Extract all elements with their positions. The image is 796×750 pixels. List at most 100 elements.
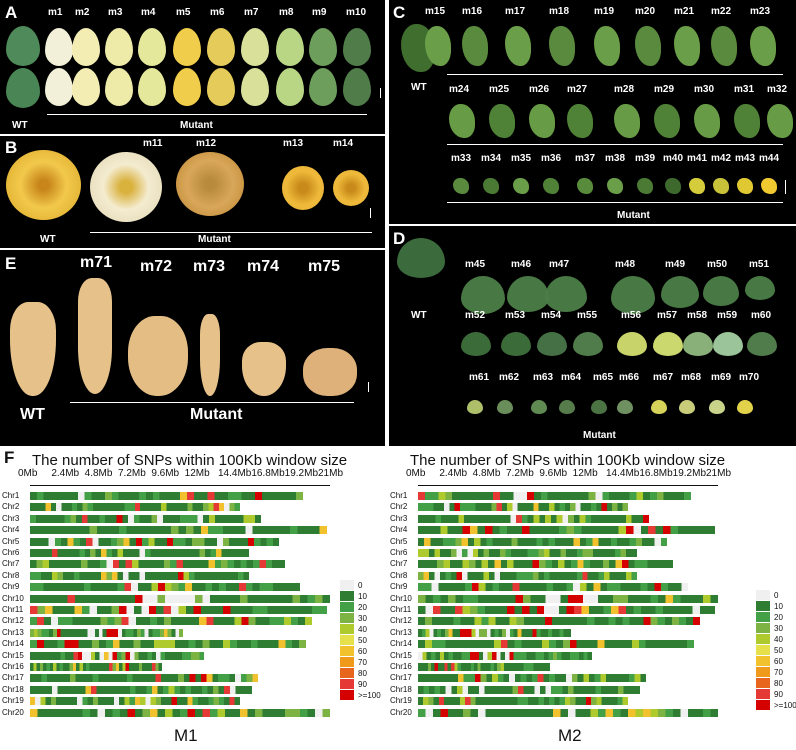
legend-swatch [756,656,770,666]
chromosome-bar [418,571,637,580]
cotyledon-label: m3 [108,7,123,18]
legend-label: 50 [358,636,367,645]
mutant-cotyledon [241,28,269,66]
chromosome-label: Chr14 [2,639,24,649]
chromosome-bar [418,606,715,614]
chromosome-bar [30,571,249,580]
leaf-label: m57 [657,310,678,321]
axis-tick-label: 4.8Mb [472,468,501,479]
chromosome-bar [30,628,183,637]
chromosome-bar [30,674,258,683]
chromosome-bar [30,583,300,592]
panel-e: E m71 m72 m73 m74 m75 WT Mutant [0,250,385,446]
mutant-cotyledon [241,68,269,106]
cotyledon-label: m6 [210,7,225,18]
leaf-label: m70 [739,372,760,383]
mutant-leaf [467,400,483,414]
chromosome-bar [30,640,306,649]
mutant-leaf [501,332,531,356]
mutant-leaf [591,400,607,414]
mutant-plant [734,104,760,138]
chromosome-label: Chr17 [2,673,24,683]
panel-letter-d: D [393,229,406,248]
mutant-cotyledon [343,68,371,106]
mutant-label: Mutant [180,120,213,131]
plant-label: m40 [663,153,684,164]
leaf-label: m48 [615,259,636,270]
flower-label: m14 [333,138,354,149]
chromosome-label: Chr12 [390,616,412,626]
chromosome-label: Chr10 [2,593,24,603]
chromosome-label: Chr6 [390,548,408,557]
axis-tick-label: 7.2Mb [506,468,534,479]
mutant-fruit [200,314,220,396]
chromosome-bar [418,628,571,637]
chromosome-label: Chr8 [390,570,408,580]
mutant-leaf [679,400,695,414]
cotyledon-label: m2 [75,7,90,18]
mutant-leaf [651,400,667,414]
mutant-leaf [703,276,739,306]
mutant-plant [674,26,700,66]
mutant-plant [549,26,575,66]
chromosome-bar [418,640,694,649]
chromosome-label: Chr10 [390,593,412,603]
legend-label: 80 [358,669,367,678]
legend-label: 90 [358,680,367,689]
chromosome-label: Chr9 [2,582,20,592]
mutant-cotyledon [138,28,166,66]
mutant-leaf [611,276,655,314]
legend-label: 30 [358,614,367,623]
mutant-bracket-line [447,144,783,145]
leaf-label: m60 [751,310,772,321]
mutant-leaf [531,400,547,414]
mutant-plant [462,26,488,66]
leaf-label: m53 [505,310,526,321]
chromosome-label: Chr11 [2,605,24,614]
axis-line [418,485,718,486]
mutant-cotyledon [105,28,133,66]
legend-swatch [340,580,354,590]
mutant-cotyledon [276,28,304,66]
mutant-leaf [713,332,743,356]
legend-swatch [340,591,354,601]
chromosome-bar [30,492,303,500]
mutant-fruit [128,316,188,396]
leaf-label: m59 [717,310,738,321]
chromosome-bar [418,583,688,592]
mutant-plant [483,178,499,194]
wt-label: WT [411,82,427,93]
chromosome-label: Chr20 [390,707,412,717]
chromosome-bar [418,708,718,717]
chromosome-label: Chr15 [390,650,412,660]
chromosome-label: Chr5 [390,536,408,546]
leaf-label: m63 [533,372,554,383]
chromosome-label: Chr1 [390,491,408,500]
plant-label: m30 [694,84,715,95]
legend-swatch [340,613,354,623]
axis-tick-label: 12Mb [572,468,598,479]
chromosome-bar [418,537,667,546]
leaf-label: m52 [465,310,486,321]
chromosome-label: Chr11 [390,605,412,614]
chromosome-label: Chr4 [2,525,20,535]
flower-label: m11 [143,138,163,149]
mutant-bracket-line [47,114,367,115]
mutant-leaf [683,332,713,356]
legend-swatch [756,645,770,655]
leaf-label: m45 [465,259,486,270]
chromosome-label: Chr4 [390,525,408,535]
axis-tick-label: 4.8Mb [84,468,113,479]
chromosome-bar [418,651,592,660]
mutant-plant [711,26,737,66]
mutant-bracket-line [70,402,354,403]
wt-leaf [397,238,445,278]
chromosome-bar [418,549,637,557]
chromosome-bar [30,514,261,523]
mutant-cotyledon [173,28,201,66]
mutant-label: Mutant [198,234,231,245]
chromosome-bar [30,606,327,614]
axis-tick-label: 14.4Mb [218,468,252,479]
mutant-plant [594,26,620,66]
legend-label: >=100 [358,691,381,700]
